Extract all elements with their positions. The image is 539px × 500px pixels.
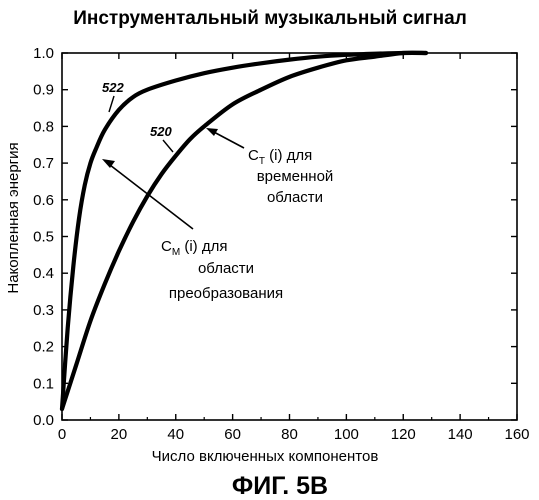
annotation-cm-leader [110, 165, 193, 229]
y-tick-label-0.0: 0.0 [33, 412, 54, 429]
y-tick-label-0.6: 0.6 [33, 192, 54, 209]
x-tick-label-80: 80 [281, 426, 298, 443]
annotation-ct-arrowhead [206, 128, 218, 136]
x-tick-label-40: 40 [167, 426, 184, 443]
curve-label-520: 520 [150, 124, 172, 139]
series-line-522 [62, 53, 426, 409]
curve-label-520-leader [163, 140, 173, 152]
axes: 0 20 40 60 80 100 120 140 160 0.0 0.1 0.2 0.3 0.4 0.5 0… [33, 45, 529, 443]
x-tick-label-0: 0 [58, 426, 66, 443]
curve-label-522: 522 [102, 80, 124, 95]
x-tick-label-100: 100 [334, 426, 359, 443]
y-tick-label-0.8: 0.8 [33, 118, 54, 135]
figure-label: ФИГ. 5B [232, 472, 328, 500]
y-tick-label-0.2: 0.2 [33, 339, 54, 356]
annotation-cm-line1: CM (i) для [161, 238, 227, 258]
y-tick-label-0.1: 0.1 [33, 375, 54, 392]
x-axis-label: Число включенных компонентов [152, 448, 379, 465]
y-tick-label-0.3: 0.3 [33, 302, 54, 319]
chart-title: Инструментальный музыкальный сигнал [73, 8, 467, 29]
curves [62, 53, 426, 409]
annotation-ct-line2: временной [257, 168, 334, 185]
annotation-ct-line3: области [267, 189, 323, 206]
y-tick-label-1.0: 1.0 [33, 45, 54, 62]
y-tick-label-0.5: 0.5 [33, 229, 54, 246]
plot-frame [62, 53, 517, 420]
x-tick-label-60: 60 [224, 426, 241, 443]
y-tick-label-0.9: 0.9 [33, 82, 54, 99]
x-tick-label-140: 140 [448, 426, 473, 443]
annotation-ct: CT (i) для временной области [206, 128, 333, 206]
y-tick-label-0.7: 0.7 [33, 155, 54, 172]
annotation-ct-leader [212, 131, 244, 148]
y-tick-label-0.4: 0.4 [33, 265, 54, 282]
x-tick-label-20: 20 [111, 426, 128, 443]
annotation-ct-line1: CT (i) для [248, 147, 312, 167]
annotation-cm-line3: преобразования [169, 285, 283, 302]
series-line-520 [62, 53, 426, 409]
curve-label-522-leader [109, 96, 114, 112]
annotation-cm-line2: области [198, 260, 254, 277]
x-tick-label-160: 160 [504, 426, 529, 443]
y-axis-label: Накопленная энергия [5, 142, 22, 293]
x-tick-label-120: 120 [391, 426, 416, 443]
